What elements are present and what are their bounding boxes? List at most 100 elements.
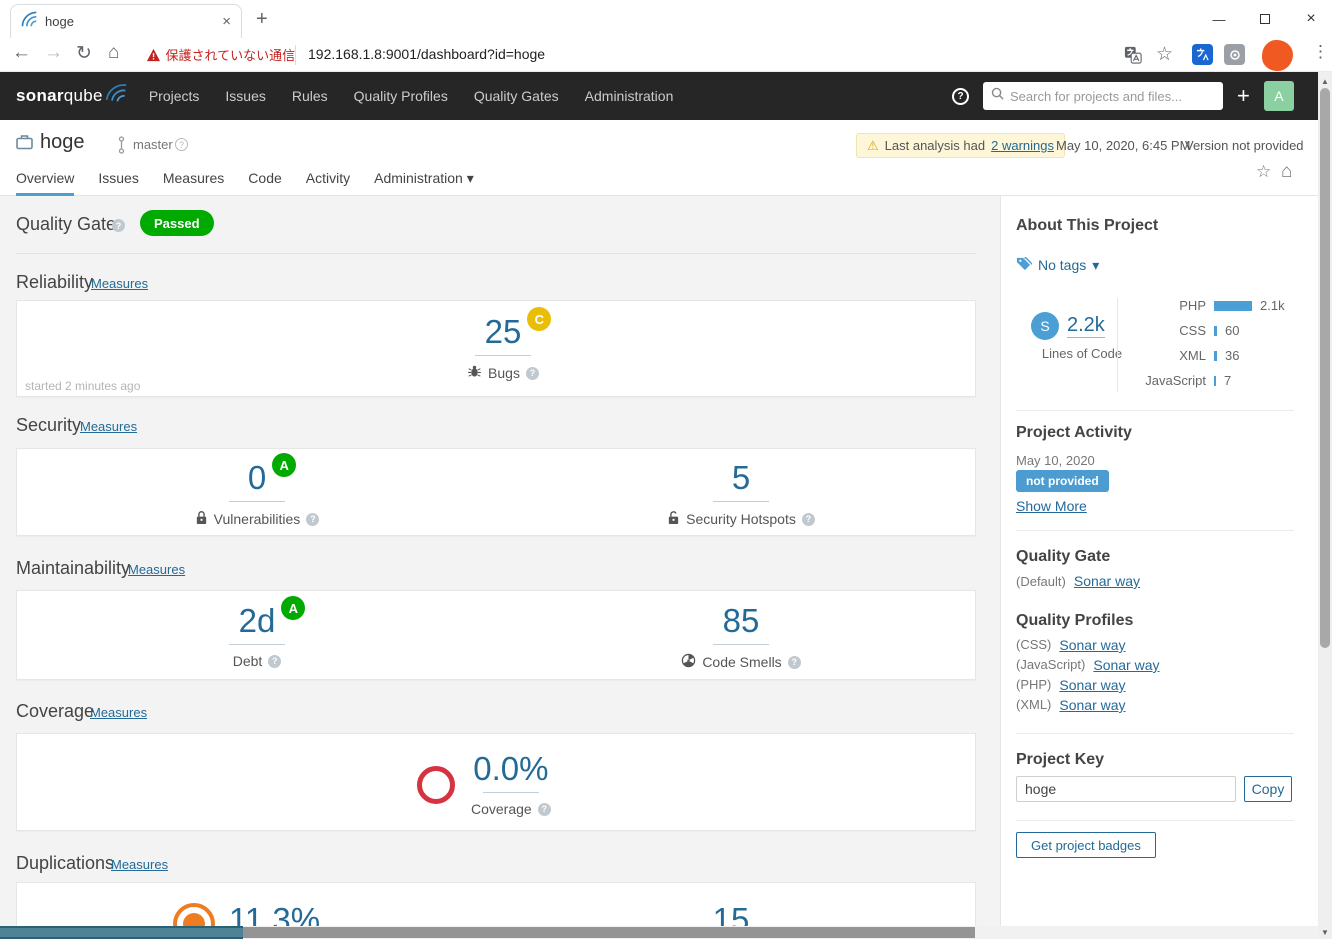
chevron-down-icon: ▾ xyxy=(1092,256,1100,273)
tab-overview[interactable]: Overview xyxy=(16,170,75,196)
window-minimize-button[interactable]: — xyxy=(1196,0,1242,38)
nav-item-rules[interactable]: Rules xyxy=(291,88,328,104)
duplications-measures-link[interactable]: Measures xyxy=(111,857,169,872)
home-button[interactable]: ⌂ xyxy=(108,42,120,63)
nav-item-quality-profiles[interactable]: Quality Profiles xyxy=(353,88,448,104)
vertical-scrollbar-thumb[interactable] xyxy=(1320,88,1330,648)
debt-label: Debt xyxy=(232,653,263,669)
new-tab-button[interactable]: + xyxy=(256,8,268,30)
translate-extension-icon[interactable] xyxy=(1192,44,1213,65)
address-bar[interactable]: 保護されていない通信 xyxy=(146,45,295,67)
security-title: Security xyxy=(16,415,82,435)
favorite-star-icon[interactable]: ☆ xyxy=(1256,162,1272,181)
branch-info-icon[interactable]: ? xyxy=(175,138,188,151)
global-search[interactable] xyxy=(983,82,1223,110)
nav-item-administration[interactable]: Administration xyxy=(584,88,674,104)
language-row: PHP 2.1k xyxy=(1179,298,1285,313)
tags-dropdown[interactable]: No tags ▾ xyxy=(1016,256,1099,274)
scroll-up-arrow[interactable]: ▲ xyxy=(1318,74,1332,88)
debt-help-icon[interactable]: ? xyxy=(268,654,282,668)
tab-administration[interactable]: Administration ▾ xyxy=(374,170,474,186)
url-text[interactable]: 192.168.1.8:9001/dashboard?id=hoge xyxy=(308,46,546,62)
get-project-badges-button[interactable]: Get project badges xyxy=(1016,832,1156,858)
profile-link-xml[interactable]: Sonar way xyxy=(1059,697,1126,713)
back-button[interactable]: ← xyxy=(12,42,31,63)
favicon-sonarqube-icon xyxy=(21,11,37,32)
nav-item-projects[interactable]: Projects xyxy=(148,88,200,104)
nav-item-issues[interactable]: Issues xyxy=(225,88,266,104)
lines-of-code-label: Lines of Code xyxy=(1041,346,1123,361)
security-hotspots-help-icon[interactable]: ? xyxy=(801,512,815,526)
security-hotspots-count[interactable]: 5 xyxy=(731,459,751,496)
lines-of-code-value[interactable]: 2.2k xyxy=(1067,314,1105,338)
search-icon xyxy=(991,87,1004,105)
tab-measures[interactable]: Measures xyxy=(162,170,225,186)
user-avatar[interactable]: A xyxy=(1263,81,1294,111)
coverage-measures-link[interactable]: Measures xyxy=(90,705,148,720)
show-more-link[interactable]: Show More xyxy=(1016,498,1087,514)
quality-gate-help-icon[interactable]: ? xyxy=(112,219,125,232)
project-activity-title: Project Activity xyxy=(1016,424,1132,441)
horizontal-scrollbar-thumb[interactable] xyxy=(243,927,975,938)
not-secure-icon xyxy=(146,48,165,66)
code-smells-help-icon[interactable]: ? xyxy=(787,655,801,669)
tab-close-icon[interactable]: × xyxy=(222,13,231,30)
browser-profile-avatar[interactable] xyxy=(1262,40,1293,71)
debt-value[interactable]: 2d A xyxy=(239,596,306,637)
copy-button[interactable]: Copy xyxy=(1244,776,1292,802)
coverage-help-icon[interactable]: ? xyxy=(537,802,551,816)
profile-link-javascript[interactable]: Sonar way xyxy=(1093,657,1160,673)
warnings-link[interactable]: 2 warnings xyxy=(991,138,1054,153)
project-key-input[interactable] xyxy=(1016,776,1236,802)
warning-icon: ⚠ xyxy=(867,137,879,153)
translate-page-icon[interactable] xyxy=(1122,44,1143,65)
horizontal-scrollbar-left-segment[interactable] xyxy=(0,926,243,939)
forward-button[interactable]: → xyxy=(44,42,63,63)
tags-label: No tags xyxy=(1038,257,1087,273)
tab-activity[interactable]: Activity xyxy=(305,170,351,186)
reload-button[interactable]: ↻ xyxy=(76,43,92,64)
divider xyxy=(1016,410,1294,411)
branch-name[interactable]: master xyxy=(133,137,173,152)
security-warning-text[interactable]: 保護されていない通信 xyxy=(165,48,296,63)
nav-item-quality-gates[interactable]: Quality Gates xyxy=(473,88,559,104)
window-maximize-button[interactable] xyxy=(1242,0,1288,38)
sonarqube-logo[interactable]: sonarqube xyxy=(16,83,127,107)
bugs-count[interactable]: 25 C xyxy=(485,307,552,348)
tab-issues[interactable]: Issues xyxy=(98,170,139,186)
tab-code[interactable]: Code xyxy=(248,170,282,186)
bookmark-star-icon[interactable]: ☆ xyxy=(1156,44,1174,65)
security-measures-link[interactable]: Measures xyxy=(80,419,138,434)
code-smells-label: Code Smells xyxy=(702,654,782,670)
url-divider xyxy=(295,45,296,65)
coverage-value[interactable]: 0.0% xyxy=(473,750,549,787)
chrome-menu-icon[interactable]: ⋮ xyxy=(1312,42,1329,61)
help-icon[interactable]: ? xyxy=(952,87,969,105)
scroll-down-arrow[interactable]: ▼ xyxy=(1318,925,1332,939)
sonarqube-waves-icon xyxy=(105,82,127,107)
maintainability-title: Maintainability xyxy=(16,558,131,578)
extension-icon[interactable] xyxy=(1224,44,1245,65)
bugs-help-icon[interactable]: ? xyxy=(525,366,539,380)
code-smell-icon xyxy=(681,653,696,671)
add-project-icon[interactable]: + xyxy=(1237,83,1250,108)
navbar-menu: Projects Issues Rules Quality Profiles Q… xyxy=(149,88,674,104)
vulnerabilities-help-icon[interactable]: ? xyxy=(306,512,320,526)
quality-gate-link[interactable]: Sonar way xyxy=(1073,573,1141,589)
search-input[interactable] xyxy=(1010,88,1210,104)
code-smells-count[interactable]: 85 xyxy=(722,602,760,639)
browser-tab[interactable]: hoge × xyxy=(10,4,242,38)
project-home-icon[interactable]: ⌂ xyxy=(1281,161,1293,182)
minimize-icon: — xyxy=(1212,11,1226,27)
language-bar xyxy=(1214,300,1252,311)
reliability-measures-link[interactable]: Measures xyxy=(91,276,149,291)
maintainability-measures-link[interactable]: Measures xyxy=(128,562,186,577)
window-close-button[interactable]: × xyxy=(1288,0,1332,38)
profile-link-css[interactable]: Sonar way xyxy=(1059,637,1126,653)
language-bar xyxy=(1214,350,1217,361)
profile-link-php[interactable]: Sonar way xyxy=(1059,677,1126,693)
reliability-card: 25 C Bugs ? started 2 minutes ago xyxy=(16,300,976,397)
project-tabs: Overview Issues Measures Code Activity A… xyxy=(16,170,474,196)
